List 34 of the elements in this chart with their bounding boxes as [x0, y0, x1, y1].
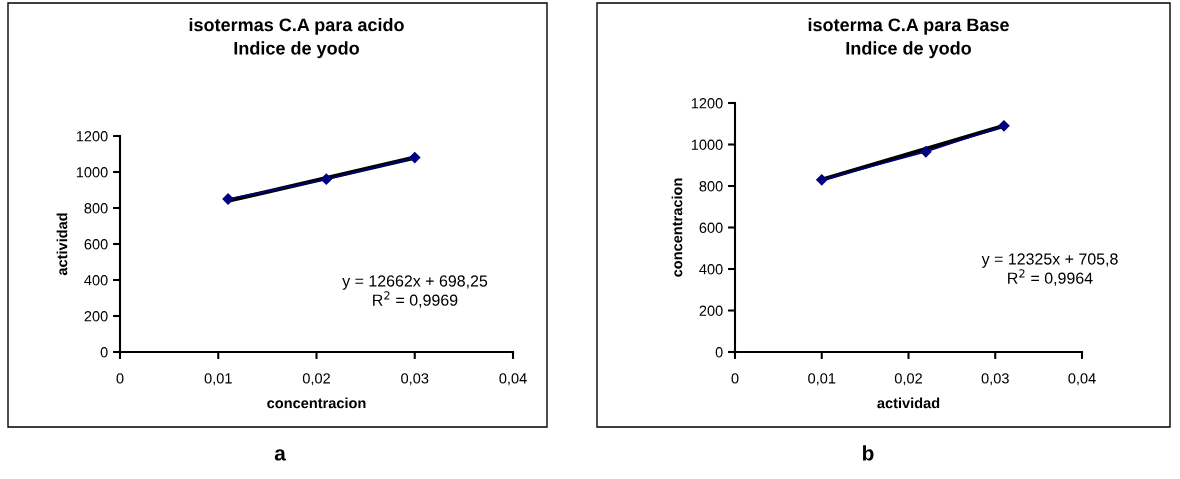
- x-tick-label: 0: [731, 373, 739, 384]
- y-tick-label: 1000: [691, 139, 723, 150]
- y-tick-label: 800: [699, 181, 723, 192]
- text: a: [274, 449, 286, 461]
- x-tick-label: 0,04: [499, 373, 527, 386]
- y-tick-label: 1200: [76, 131, 108, 142]
- chart-title: isoterma C.A para Base Indice de yodo: [808, 18, 1009, 59]
- y-tick-label: 1200: [691, 98, 723, 109]
- x-tick-label: 0,03: [981, 373, 1009, 386]
- y-tick-label: 0: [715, 347, 723, 358]
- x-tick-label: 0,01: [204, 373, 232, 386]
- y-axis-title: concentracion: [671, 178, 683, 277]
- y-tick-label: 600: [699, 222, 723, 233]
- y-tick-label: 200: [699, 305, 723, 316]
- x-tick-label: 0,02: [302, 373, 330, 386]
- text: b: [863, 445, 874, 461]
- y-tick-label: 400: [84, 275, 108, 286]
- y-tick-label: 600: [84, 239, 108, 250]
- y-tick-label: 0: [100, 347, 108, 358]
- annotation: y = 12325x + 705,8 R$^{2}$ = 0,9964: [981, 253, 1118, 286]
- annotation: y = 12662x + 698,25 R$^{2}$ = 0,9969: [342, 275, 488, 308]
- y-tick-label: 400: [699, 264, 723, 275]
- y-axis-title: actividad: [56, 213, 68, 276]
- y-tick-label: 200: [84, 311, 108, 322]
- x-axis-title: concentracion: [267, 397, 366, 409]
- x-tick-label: 0,04: [1068, 373, 1096, 386]
- x-tick-label: 0,01: [808, 373, 836, 386]
- x-tick-label: 0,02: [894, 373, 922, 386]
- x-tick-label: 0: [116, 373, 124, 384]
- x-axis-title: actividad: [877, 397, 940, 409]
- y-tick-label: 800: [84, 203, 108, 214]
- chart-title: isotermas C.A para acido Indice de yodo: [189, 18, 404, 59]
- y-tick-label: 1000: [76, 167, 108, 178]
- x-tick-label: 0,03: [401, 373, 429, 386]
